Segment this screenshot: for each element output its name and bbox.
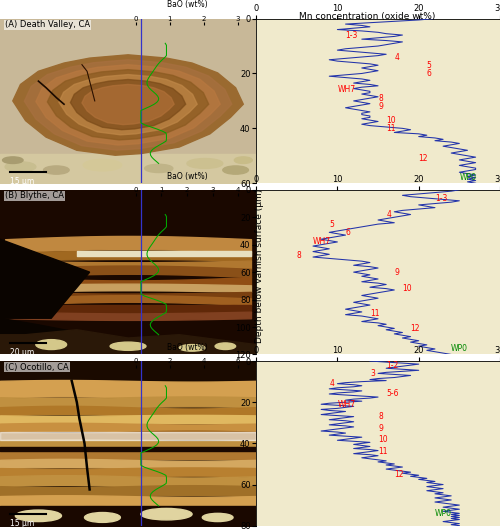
Ellipse shape <box>83 159 122 171</box>
Text: 11: 11 <box>370 309 380 318</box>
Text: 11: 11 <box>386 124 396 133</box>
Text: 8: 8 <box>378 412 383 421</box>
Text: WP0: WP0 <box>451 345 468 354</box>
Polygon shape <box>82 84 174 125</box>
Text: 10: 10 <box>378 435 388 444</box>
Text: 10: 10 <box>386 116 396 125</box>
Text: (C) Ocotillo, CA: (C) Ocotillo, CA <box>5 363 69 372</box>
Polygon shape <box>0 318 256 355</box>
Ellipse shape <box>44 166 69 174</box>
Ellipse shape <box>180 345 205 351</box>
Text: 5-6: 5-6 <box>386 389 398 398</box>
Text: 3: 3 <box>370 369 375 378</box>
Text: 15 μm: 15 μm <box>10 519 34 528</box>
Text: 12: 12 <box>394 470 404 479</box>
Text: 4: 4 <box>330 379 334 388</box>
Polygon shape <box>70 80 186 130</box>
Text: WP0: WP0 <box>435 509 452 518</box>
Ellipse shape <box>5 162 36 172</box>
Text: 4: 4 <box>386 210 391 219</box>
Text: 1-3: 1-3 <box>435 193 448 202</box>
Ellipse shape <box>215 343 236 349</box>
Text: 9: 9 <box>394 268 399 277</box>
Polygon shape <box>48 70 208 140</box>
Text: WH7: WH7 <box>338 85 355 95</box>
Text: 11: 11 <box>378 447 388 456</box>
Text: 9: 9 <box>378 424 383 433</box>
Text: 8: 8 <box>378 93 383 102</box>
Text: Mn concentration (oxide wt%): Mn concentration (oxide wt%) <box>300 12 436 21</box>
Text: 5: 5 <box>330 220 334 229</box>
Polygon shape <box>59 74 197 135</box>
Polygon shape <box>0 330 256 355</box>
Ellipse shape <box>223 166 248 174</box>
Ellipse shape <box>144 164 173 173</box>
Text: 6: 6 <box>427 69 432 78</box>
Text: 15 μm: 15 μm <box>10 177 34 186</box>
Text: 10: 10 <box>402 284 412 293</box>
Ellipse shape <box>110 342 146 350</box>
Ellipse shape <box>187 159 223 168</box>
Text: 12: 12 <box>418 154 428 163</box>
Polygon shape <box>0 239 90 318</box>
Ellipse shape <box>84 512 120 523</box>
Polygon shape <box>36 65 220 145</box>
Polygon shape <box>24 60 232 150</box>
Ellipse shape <box>202 513 233 521</box>
Text: Depth below varnish surface (μm): Depth below varnish surface (μm) <box>254 189 264 342</box>
Ellipse shape <box>36 340 66 349</box>
Ellipse shape <box>2 157 23 164</box>
Text: WH7: WH7 <box>338 400 355 409</box>
Text: (A) Death Valley, CA: (A) Death Valley, CA <box>5 20 90 29</box>
Polygon shape <box>13 55 243 155</box>
Ellipse shape <box>141 508 192 520</box>
Text: 1-3: 1-3 <box>346 31 358 39</box>
Text: 4: 4 <box>394 53 399 62</box>
Text: 8: 8 <box>296 251 302 260</box>
Text: 6: 6 <box>346 228 350 237</box>
Ellipse shape <box>234 157 252 164</box>
Text: 12: 12 <box>410 324 420 333</box>
Text: 1-2: 1-2 <box>386 361 398 370</box>
Text: 9: 9 <box>378 102 383 111</box>
Text: WH7: WH7 <box>313 237 331 246</box>
Ellipse shape <box>16 510 62 521</box>
Text: WP0: WP0 <box>460 173 476 182</box>
Text: 5: 5 <box>427 61 432 70</box>
Text: (B) Blythe, CA: (B) Blythe, CA <box>5 192 64 201</box>
Text: 20 μm: 20 μm <box>10 348 34 357</box>
